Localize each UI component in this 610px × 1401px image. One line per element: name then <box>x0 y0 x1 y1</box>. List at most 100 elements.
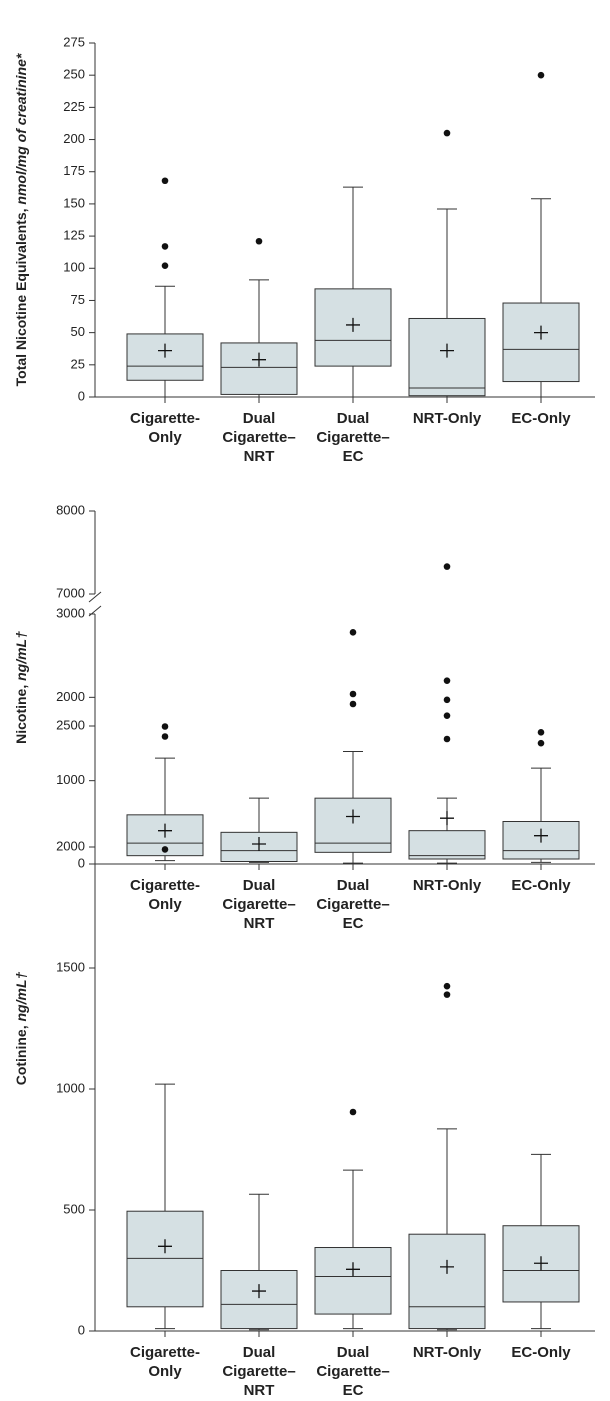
x-tick-label: Cigarette– <box>316 896 389 913</box>
x-tick-label: NRT-Only <box>413 877 482 894</box>
mean <box>158 1239 172 1254</box>
outlier <box>443 563 451 570</box>
x-tick-label: NRT <box>244 1382 275 1399</box>
box <box>220 342 298 395</box>
y-tick-label: 0 <box>78 1322 85 1337</box>
x-tick-label: Cigarette– <box>316 429 389 446</box>
outlier <box>161 262 169 269</box>
x-tick-label: EC <box>343 448 364 465</box>
x-tick-label: EC-Only <box>511 1344 571 1361</box>
outlier <box>443 696 451 704</box>
chart: 0 1000 2000 3000 7000 8000 Nicotine, ng/mL† Cig… <box>13 502 595 932</box>
y-tick-label: 225 <box>63 99 85 114</box>
y-tick-label: 150 <box>63 195 85 210</box>
outlier <box>537 739 545 747</box>
y-tick-label: 500 <box>63 1201 85 1216</box>
outlier <box>443 129 451 137</box>
y-tick-label: 7000 <box>56 585 85 600</box>
x-tick-label: Cigarette– <box>222 429 295 446</box>
chart: 0 500 1000 1500 2000 2500 Cotinine, ng/mL† Ciga… <box>13 717 595 1399</box>
outlier <box>443 982 451 990</box>
y-tick-label: 8000 <box>56 502 85 517</box>
x-tick-label: EC <box>343 1382 364 1399</box>
outlier <box>349 629 357 636</box>
y-axis-label-text: Nicotine, <box>13 681 29 744</box>
x-tick-label: NRT <box>244 915 275 932</box>
outlier <box>537 71 545 79</box>
mean <box>158 823 172 838</box>
y-tick-label: 1000 <box>56 772 85 787</box>
y-tick-label: 2000 <box>56 689 85 704</box>
x-tick-label: NRT-Only <box>413 1344 482 1361</box>
x-tick-label: Dual <box>337 410 370 427</box>
x-tick-label: NRT-Only <box>413 410 482 427</box>
y-tick-label: 50 <box>71 324 85 339</box>
outlier <box>349 690 357 698</box>
box <box>408 830 486 860</box>
y-tick-label: 175 <box>63 163 85 178</box>
x-tick-label: Cigarette- <box>130 1344 200 1361</box>
outlier <box>349 700 357 708</box>
outlier <box>443 712 451 719</box>
x-tick-label: Dual <box>243 410 276 427</box>
y-axis-label-unit: ng/mL† <box>13 972 29 1022</box>
x-tick-label: Cigarette- <box>130 410 200 427</box>
y-tick-label: 275 <box>63 34 85 49</box>
y-tick-label: 100 <box>63 260 85 275</box>
mean <box>440 811 454 826</box>
y-tick-label: 1000 <box>56 1080 85 1095</box>
mean <box>252 352 266 367</box>
x-tick-label: Only <box>148 896 182 913</box>
y-axis-label-unit: ng/mL† <box>13 631 29 681</box>
box <box>126 1210 204 1308</box>
x-tick-label: Dual <box>337 1344 370 1361</box>
y-tick-label: 1500 <box>56 959 85 974</box>
mean <box>346 1262 360 1277</box>
mean <box>346 317 360 332</box>
mean <box>158 343 172 358</box>
y-tick-label: 75 <box>71 292 85 307</box>
x-tick-label: Only <box>148 429 182 446</box>
box <box>314 797 392 853</box>
y-axis-label: Cotinine, ng/mL† <box>13 972 29 1086</box>
y-tick-label: 0 <box>78 855 85 870</box>
y-axis-label-text: Cotinine, <box>13 1022 29 1086</box>
outlier <box>443 735 451 743</box>
x-tick-label: NRT <box>244 448 275 465</box>
y-axis-label: Nicotine, ng/mL† <box>13 631 29 744</box>
chart: 0 25 50 75 100 125 150 175 200 225 250 275 Total Nic… <box>13 34 595 465</box>
x-tick-label: Cigarette- <box>130 877 200 894</box>
x-tick-label: EC-Only <box>511 877 571 894</box>
y-tick-label: 125 <box>63 228 85 243</box>
outlier <box>537 729 545 736</box>
axis-break <box>88 591 102 603</box>
outlier <box>443 991 451 998</box>
x-tick-label: Only <box>148 1363 182 1380</box>
mean <box>534 325 548 340</box>
y-tick-label: 250 <box>63 67 85 82</box>
x-tick-label: Dual <box>337 877 370 894</box>
outlier <box>161 846 169 853</box>
y-tick-label: 2000 <box>56 838 85 853</box>
outlier <box>161 243 169 250</box>
y-tick-label: 3000 <box>56 605 85 620</box>
outlier <box>161 733 169 740</box>
mean <box>534 828 548 843</box>
y-tick-label: 200 <box>63 131 85 146</box>
outlier <box>349 1108 357 1116</box>
mean <box>440 343 454 358</box>
box <box>314 1247 392 1315</box>
x-tick-label: Cigarette– <box>222 896 295 913</box>
mean <box>252 837 266 851</box>
box <box>408 1233 486 1330</box>
y-tick-label: 25 <box>71 356 85 371</box>
box <box>220 1270 298 1330</box>
y-axis-label-unit: nmol/mg of creatinine* <box>13 53 29 204</box>
y-tick-label: 2500 <box>56 717 85 732</box>
outlier <box>161 723 169 730</box>
box <box>502 302 580 383</box>
x-tick-label: Dual <box>243 1344 276 1361</box>
outlier <box>443 677 451 684</box>
y-tick-label: 0 <box>78 388 85 403</box>
